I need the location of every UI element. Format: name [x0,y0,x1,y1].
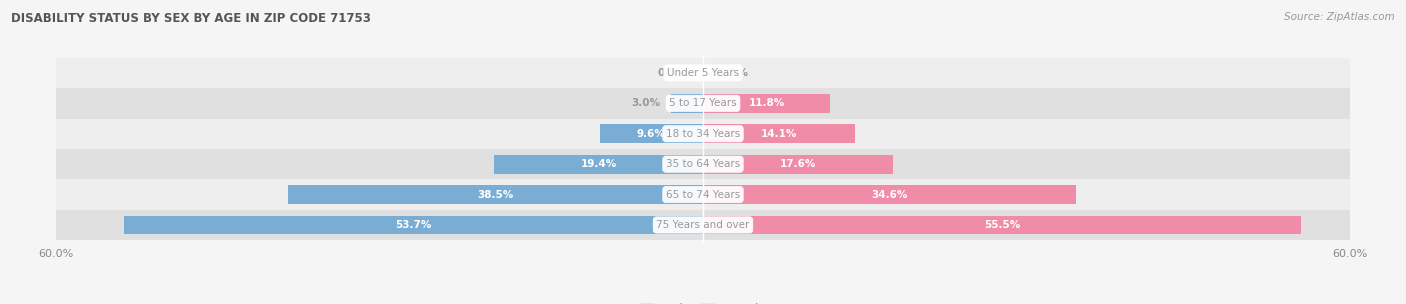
Bar [703,124,855,143]
Text: 11.8%: 11.8% [748,98,785,108]
Bar [56,210,1350,240]
Text: 34.6%: 34.6% [872,190,908,199]
Bar [703,185,1076,204]
Text: 14.1%: 14.1% [761,129,797,139]
Text: 17.6%: 17.6% [780,159,815,169]
Text: 38.5%: 38.5% [478,190,513,199]
Text: 53.7%: 53.7% [395,220,432,230]
Text: 9.6%: 9.6% [637,129,665,139]
Bar [56,58,1350,88]
Text: Source: ZipAtlas.com: Source: ZipAtlas.com [1284,12,1395,22]
Text: 75 Years and over: 75 Years and over [657,220,749,230]
Text: 55.5%: 55.5% [984,220,1021,230]
Legend: Male, Female: Male, Female [640,303,766,304]
Text: DISABILITY STATUS BY SEX BY AGE IN ZIP CODE 71753: DISABILITY STATUS BY SEX BY AGE IN ZIP C… [11,12,371,25]
Bar [703,155,893,174]
Bar [288,185,703,204]
Bar [124,216,703,234]
Text: 35 to 64 Years: 35 to 64 Years [666,159,740,169]
Text: 0.0%: 0.0% [658,68,688,78]
Text: 5 to 17 Years: 5 to 17 Years [669,98,737,108]
Text: Under 5 Years: Under 5 Years [666,68,740,78]
Text: 19.4%: 19.4% [581,159,617,169]
Bar [494,155,703,174]
Bar [599,124,703,143]
Bar [671,94,703,113]
Bar [56,88,1350,119]
Text: 18 to 34 Years: 18 to 34 Years [666,129,740,139]
Bar [56,119,1350,149]
Text: 65 to 74 Years: 65 to 74 Years [666,190,740,199]
Text: 3.0%: 3.0% [631,98,659,108]
Bar [56,179,1350,210]
Text: 0.0%: 0.0% [720,68,748,78]
Bar [703,216,1302,234]
Bar [703,94,830,113]
Bar [56,149,1350,179]
